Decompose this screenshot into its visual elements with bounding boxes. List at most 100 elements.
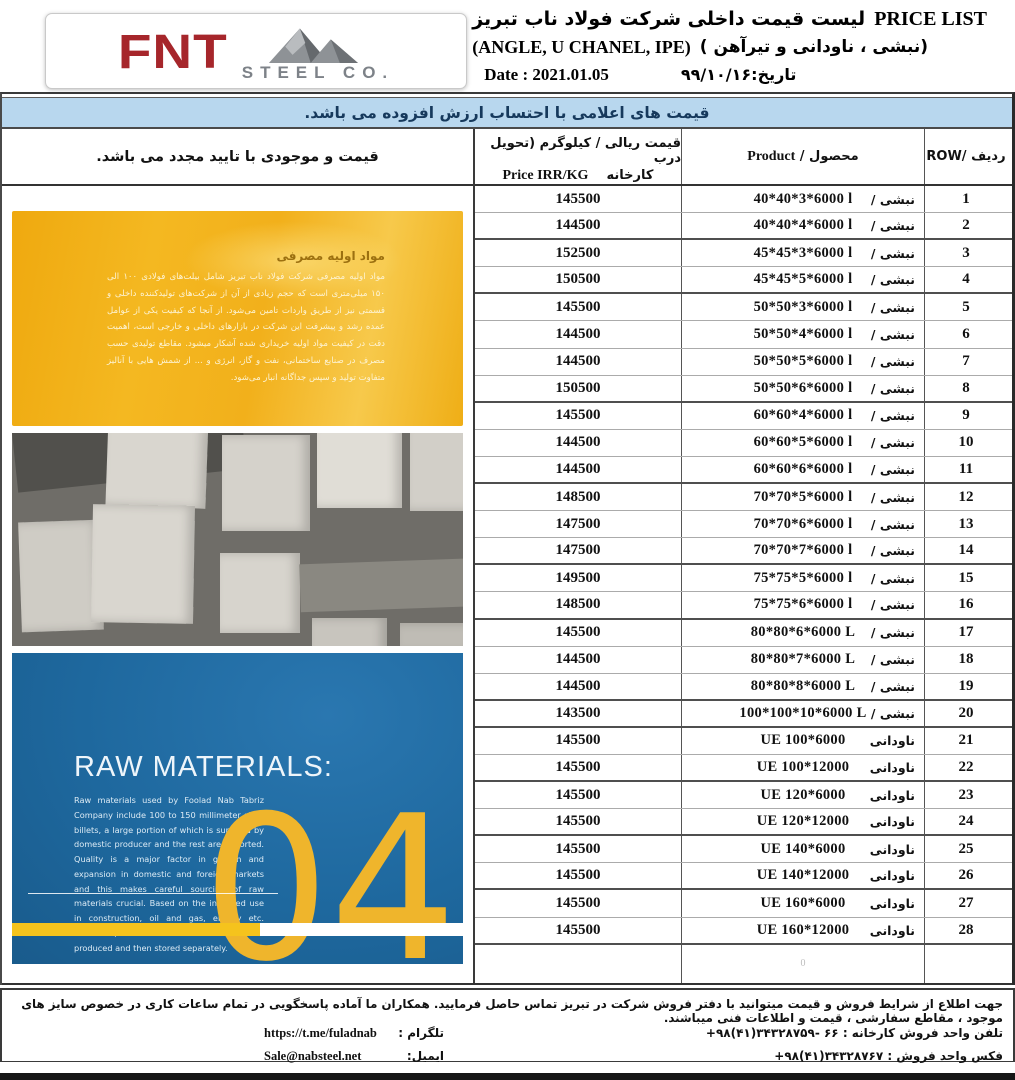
- table-row: 144500 80*80*8*6000 L نبشی / 19: [475, 673, 1012, 701]
- content-box: قیمت های اعلامی با احتساب ارزش افزوده می…: [0, 92, 1015, 985]
- price-cell: 148500: [475, 484, 682, 511]
- price-cell: 145500: [475, 186, 682, 213]
- row-number-cell: 11: [958, 460, 974, 477]
- product-cell: 100*100*10*6000 L نبشی /: [682, 700, 925, 726]
- row-number-cell: 1: [962, 190, 970, 207]
- price-cell: 145500: [475, 727, 682, 754]
- row-number-cell: 23: [958, 786, 974, 803]
- price-cell: 144500: [475, 348, 682, 375]
- price-cell: 145500: [475, 917, 682, 943]
- footer-phone-fax: تلفن واحد فروش کارخانه : +۹۸(۴۱)۳۴۳۲۸۷۵۹…: [706, 1022, 1003, 1068]
- product-cell: 50*50*3*6000 l نبشی /: [682, 294, 925, 321]
- logo-fnt-text: FNT: [117, 23, 228, 78]
- product-cell: 45*45*3*6000 l نبشی /: [682, 240, 925, 267]
- yellow-glow-decoration: [183, 221, 403, 301]
- table-row: 145500 UE 120*6000 ناودانی 23: [475, 782, 1012, 810]
- date-fa: تاریخ:۹۹/۱۰/۱۶: [680, 65, 797, 84]
- table-row: 145500 50*50*3*6000 l نبشی / 5: [475, 294, 1012, 322]
- table-row: 149500 75*75*5*6000 l نبشی / 15: [475, 565, 1012, 593]
- price-cell: 144500: [475, 456, 682, 483]
- billet-block: [312, 618, 387, 646]
- telegram-label: تلگرام :: [398, 1026, 444, 1040]
- row-number-cell: 16: [958, 596, 974, 613]
- table-row: 143500 100*100*10*6000 L نبشی / 20: [475, 700, 1012, 728]
- divider-line: [28, 893, 278, 894]
- price-cell: 147500: [475, 538, 682, 564]
- raw-materials-fa-title: مواد اولیه مصرفی: [276, 249, 385, 263]
- row-number-cell: 22: [958, 759, 974, 776]
- product-cell: UE 160*12000 ناودانی: [682, 917, 925, 943]
- row-column-header: ردیف /ROW: [926, 149, 1006, 164]
- main-area: قیمت و موجودی با تایید مجدد می باشد. موا…: [2, 129, 1012, 985]
- price-cell: 145500: [475, 619, 682, 646]
- row-number-cell: 13: [958, 515, 974, 532]
- table-header-row: قیمت ریالی / کیلوگرم (تحویل درب کارخانه …: [475, 129, 1012, 186]
- billet-block: [220, 553, 300, 633]
- product-cell: UE 120*6000 ناودانی: [682, 782, 925, 809]
- row-number-cell: 12: [958, 488, 974, 505]
- phone-label: تلفن واحد فروش کارخانه :: [842, 1026, 1003, 1040]
- phone-line: تلفن واحد فروش کارخانه : +۹۸(۴۱)۳۴۳۲۸۷۵۹…: [706, 1022, 1003, 1045]
- billet-block: [222, 435, 310, 531]
- price-cell: 145500: [475, 836, 682, 863]
- subtitle-en: (ANGLE, U CHANEL, IPE): [472, 37, 691, 57]
- row-number-cell: 2: [962, 217, 970, 234]
- email-label: ایمیل:: [406, 1049, 444, 1063]
- table-row: 148500 75*75*6*6000 l نبشی / 16: [475, 592, 1012, 620]
- price-cell: 148500: [475, 592, 682, 618]
- table-row: 144500 40*40*4*6000 l نبشی / 2: [475, 213, 1012, 241]
- product-cell: 40*40*3*6000 l نبشی /: [682, 186, 925, 213]
- row-number-cell: 9: [962, 407, 970, 424]
- date-en: Date : 2021.01.05: [484, 65, 609, 84]
- row-number-cell: 20: [958, 704, 974, 721]
- bottom-black-bar: [0, 1073, 1015, 1080]
- table-row: 147500 70*70*6*6000 l نبشی / 13: [475, 511, 1012, 539]
- table-row: 145500 40*40*3*6000 l نبشی / 1: [475, 186, 1012, 214]
- price-cell: 145500: [475, 809, 682, 835]
- product-cell: 70*70*7*6000 l نبشی /: [682, 538, 925, 564]
- row-number-cell: 24: [958, 813, 974, 830]
- page-header: FNT STEEL CO. PRICE LIST لیست قیمت داخلی…: [0, 0, 1015, 92]
- row-number-cell: 26: [958, 867, 974, 884]
- price-cell: 145500: [475, 863, 682, 889]
- fax-line: فکس واحد فروش : +۹۸(۴۱)۳۴۳۲۸۷۶۷: [706, 1045, 1003, 1068]
- table-row: 145500 UE 140*12000 ناودانی 26: [475, 863, 1012, 891]
- price-cell: 147500: [475, 511, 682, 538]
- row-number-cell: 28: [958, 921, 974, 938]
- product-cell: 45*45*5*6000 l نبشی /: [682, 267, 925, 293]
- row-number-cell: 6: [962, 326, 970, 343]
- row-number-cell: 19: [958, 677, 974, 694]
- price-cell: 144500: [475, 429, 682, 456]
- product-cell: 70*70*5*6000 l نبشی /: [682, 484, 925, 511]
- mountain-icon: [263, 23, 373, 67]
- product-cell: 80*80*7*6000 L نبشی /: [682, 646, 925, 673]
- section-number: 04: [202, 773, 458, 965]
- billet-block: [105, 433, 209, 509]
- table-row: 152500 45*45*3*6000 l نبشی / 3: [475, 240, 1012, 268]
- price-cell: 145500: [475, 294, 682, 321]
- price-cell: 152500: [475, 240, 682, 267]
- price-cell: 145500: [475, 754, 682, 781]
- price-table-body: 145500 40*40*3*6000 l نبشی / 1 144500 40…: [475, 186, 1012, 983]
- product-column-header: محصول / Product: [682, 129, 925, 184]
- row-number-cell: 15: [958, 569, 974, 586]
- title-block: PRICE LIST لیست قیمت داخلی شرکت فولاد نا…: [472, 8, 987, 85]
- table-row: 144500 80*80*7*6000 L نبشی / 18: [475, 646, 1012, 674]
- company-logo: FNT STEEL CO.: [45, 13, 467, 89]
- raw-materials-en-card: RAW MATERIALS: Raw materials used by Foo…: [12, 653, 463, 964]
- footer-box: جهت اطلاع از شرایط فروش و قیمت میتوانید …: [0, 988, 1015, 1063]
- row-number-cell: 8: [962, 379, 970, 396]
- telegram-line: تلگرام : https://t.me/fuladnab: [264, 1022, 444, 1045]
- table-row: 145500 60*60*4*6000 l نبشی / 9: [475, 402, 1012, 430]
- availability-note: قیمت و موجودی با تایید مجدد می باشد.: [2, 129, 473, 186]
- email-link[interactable]: Sale@nabsteel.net: [264, 1049, 362, 1063]
- row-number-cell: 4: [962, 271, 970, 288]
- title-fa: لیست قیمت داخلی شرکت فولاد ناب تبریز: [472, 8, 866, 30]
- table-row: 150500 50*50*6*6000 l نبشی / 8: [475, 375, 1012, 403]
- telegram-link[interactable]: https://t.me/fuladnab: [264, 1026, 377, 1040]
- price-cell: 143500: [475, 700, 682, 726]
- price-cell: 150500: [475, 267, 682, 293]
- billet-block: [90, 504, 196, 624]
- price-column-header: قیمت ریالی / کیلوگرم (تحویل درب کارخانه …: [475, 129, 682, 184]
- footer-links: تلگرام : https://t.me/fuladnab ایمیل: Sa…: [264, 1022, 444, 1068]
